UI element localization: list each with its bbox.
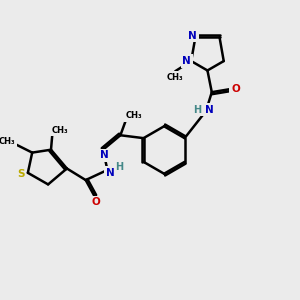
Text: CH₃: CH₃ — [0, 136, 15, 146]
Text: CH₃: CH₃ — [52, 125, 69, 134]
Text: N: N — [188, 31, 197, 41]
Text: N: N — [205, 104, 213, 115]
Text: S: S — [17, 169, 24, 179]
Text: N: N — [100, 151, 109, 160]
Text: O: O — [92, 197, 100, 207]
Text: O: O — [231, 84, 240, 94]
Text: N: N — [182, 56, 191, 66]
Text: N: N — [106, 168, 115, 178]
Text: CH₃: CH₃ — [126, 111, 142, 120]
Text: H: H — [115, 162, 123, 172]
Text: H: H — [193, 104, 201, 115]
Text: CH₃: CH₃ — [167, 73, 183, 82]
